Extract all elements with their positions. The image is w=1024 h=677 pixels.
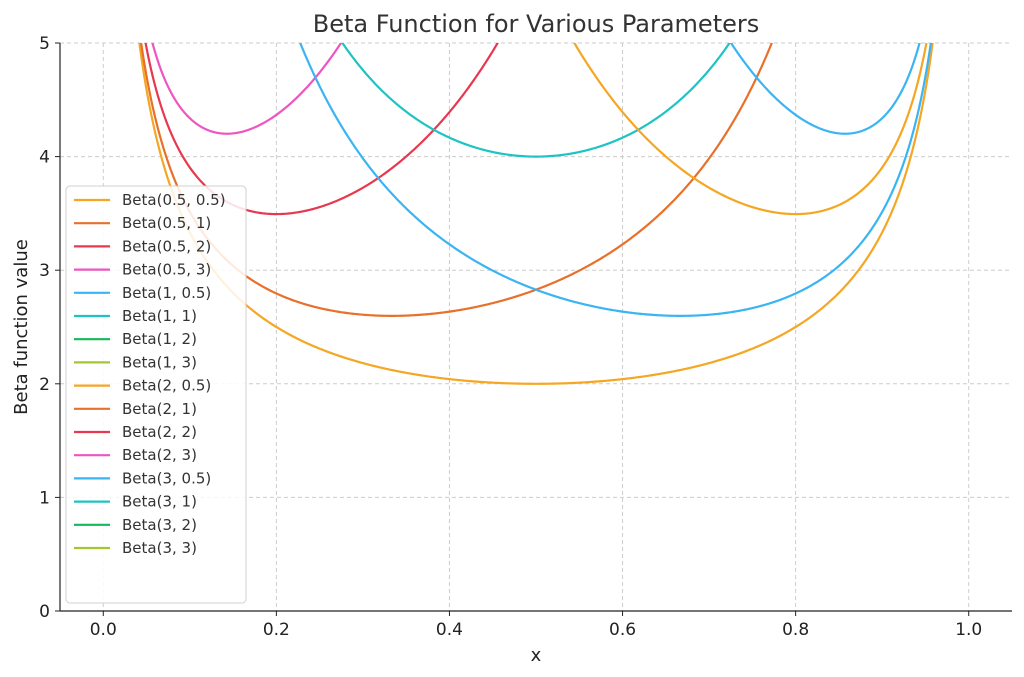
series-line-5 <box>299 43 932 317</box>
legend-label-10: Beta(2, 1) <box>122 400 197 418</box>
legend-label-6: Beta(1, 1) <box>122 307 197 325</box>
x-tick-label: 0.0 <box>90 620 117 640</box>
series-line-4 <box>151 43 343 135</box>
legend-label-14: Beta(3, 1) <box>122 493 197 511</box>
legend-label-3: Beta(0.5, 2) <box>122 237 211 255</box>
legend-label-7: Beta(1, 2) <box>122 330 197 348</box>
x-tick-label: 0.4 <box>436 620 463 640</box>
x-tick-label: 1.0 <box>955 620 982 640</box>
y-tick-label: 1 <box>39 488 50 508</box>
x-tick-label: 0.2 <box>263 620 290 640</box>
series-line-9 <box>573 43 928 216</box>
legend-label-5: Beta(1, 0.5) <box>122 284 211 302</box>
series-line-3 <box>144 43 499 216</box>
tick-layer: 0.0 0.2 0.4 0.6 0.8 1.0 0 1 2 3 4 5 <box>39 34 982 640</box>
legend-label-4: Beta(0.5, 3) <box>122 261 211 279</box>
y-tick-label: 2 <box>39 375 50 395</box>
series-line-6 <box>341 43 731 158</box>
legend-label-13: Beta(3, 0.5) <box>122 469 211 487</box>
legend-label-2: Beta(0.5, 1) <box>122 214 211 232</box>
legend-label-15: Beta(3, 2) <box>122 516 197 534</box>
x-axis-label: x <box>531 645 542 666</box>
legend-label-11: Beta(2, 2) <box>122 423 197 441</box>
chart-title: Beta Function for Various Parameters <box>313 10 760 38</box>
y-axis-label: Beta function value <box>11 239 32 415</box>
x-tick-label: 0.6 <box>609 620 636 640</box>
legend-label-16: Beta(3, 3) <box>122 539 197 557</box>
legend-label-8: Beta(1, 3) <box>122 353 197 371</box>
legend-label-9: Beta(2, 0.5) <box>122 377 211 395</box>
series-line-13 <box>729 43 921 135</box>
y-tick-label: 5 <box>39 34 50 54</box>
legend: Beta(0.5, 0.5) Beta(0.5, 1) Beta(0.5, 2) Be… <box>65 185 247 604</box>
legend-label-1: Beta(0.5, 0.5) <box>122 191 226 209</box>
legend-label-12: Beta(2, 3) <box>122 446 197 464</box>
series-line-1 <box>138 43 934 385</box>
y-tick-label: 4 <box>39 148 50 168</box>
axis-layer <box>59 43 1012 612</box>
series-layer <box>138 43 934 385</box>
y-tick-label: 3 <box>39 261 50 281</box>
y-tick-label: 0 <box>39 602 50 622</box>
x-tick-label: 0.8 <box>782 620 809 640</box>
legend-box <box>65 185 247 604</box>
